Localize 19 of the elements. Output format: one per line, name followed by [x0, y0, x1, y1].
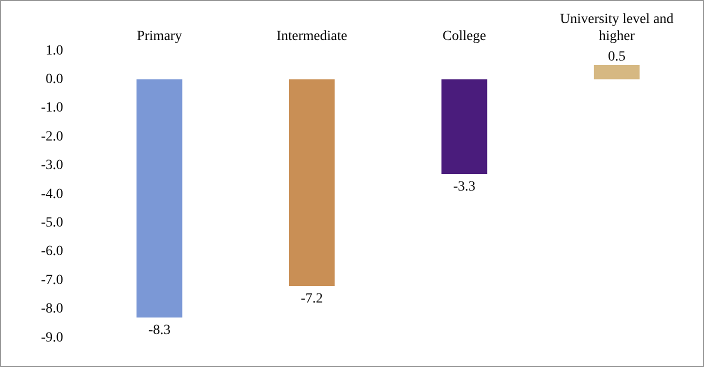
y-tick-label: -2.0 [40, 129, 64, 144]
y-tick-label: -4.0 [40, 186, 64, 202]
x-tick-label: Primary [136, 28, 182, 44]
y-tick-label: -1.0 [40, 100, 64, 116]
x-tick-label: University level and higher [560, 12, 674, 44]
y-tick-label: -8.0 [40, 302, 64, 317]
y-tick-label: -9.0 [40, 330, 64, 346]
y-tick-label: -7.0 [40, 272, 64, 288]
y-tick-label: 0.0 [46, 72, 64, 87]
y-tick-label: -3.0 [40, 158, 64, 174]
data-label: -3.3 [453, 180, 476, 195]
x-tick-label: Intermediate [276, 28, 348, 44]
data-label: -8.3 [148, 323, 170, 338]
data-label: -7.2 [300, 292, 323, 307]
x-tick-label: College [442, 28, 486, 44]
data-label: 0.5 [608, 50, 626, 65]
y-tick-label: -6.0 [40, 244, 64, 260]
y-tick-label: -5.0 [40, 215, 64, 230]
y-tick-label: 1.0 [46, 43, 64, 58]
